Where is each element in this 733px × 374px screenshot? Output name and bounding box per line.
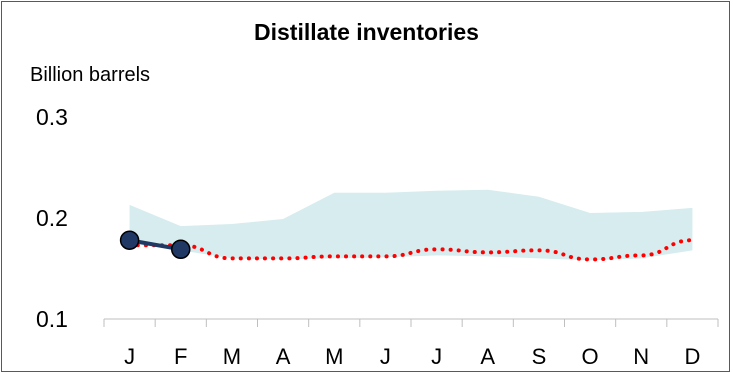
x-tick-label: S: [532, 344, 547, 369]
x-tick-label: M: [223, 344, 241, 369]
y-tick-label: 0.2: [36, 205, 68, 231]
series-line-dotted: [127, 238, 695, 262]
series-point: [119, 230, 140, 250]
x-tick-label: J: [431, 344, 442, 369]
x-tick-label: J: [380, 344, 391, 369]
y-axis-label: Billion barrels: [30, 64, 151, 86]
x-tick-label: F: [174, 344, 187, 369]
x-tick-label: N: [633, 344, 649, 369]
y-tick-label: 0.3: [36, 104, 68, 130]
range-band: [129, 189, 693, 261]
series-point: [171, 239, 191, 260]
x-tick-label: D: [684, 344, 700, 369]
chart-title: Distillate inventories: [254, 19, 479, 45]
x-tick-label: O: [582, 344, 599, 369]
x-tick-label: A: [276, 344, 291, 369]
x-tick-label: J: [124, 344, 135, 369]
x-tick-label: A: [480, 344, 495, 369]
x-tick-label: M: [325, 344, 343, 369]
y-tick-label: 0.1: [36, 306, 68, 332]
